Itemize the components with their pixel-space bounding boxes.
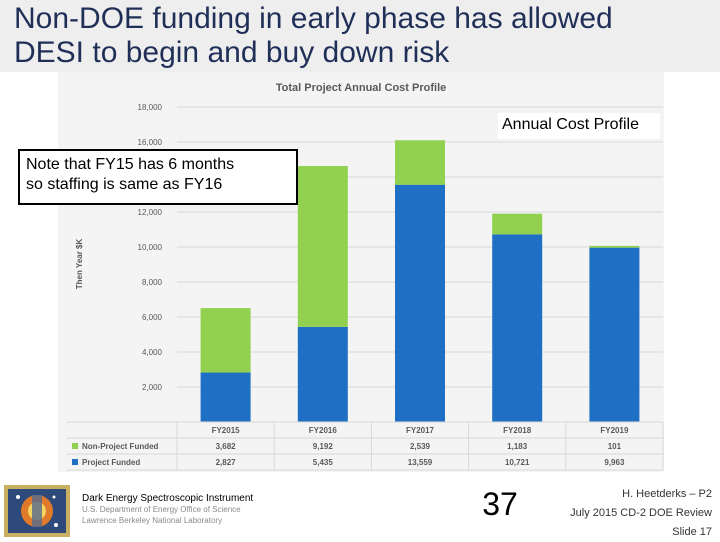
y-tick-label: 12,000 <box>138 208 163 217</box>
data-label: 3,682 <box>216 442 237 451</box>
desi-logo-icon <box>4 485 70 537</box>
y-tick-label: 4,000 <box>142 348 163 357</box>
org-name: Dark Energy Spectroscopic Instrument <box>82 493 254 504</box>
y-tick-label: 8,000 <box>142 278 163 287</box>
data-label: 2,539 <box>410 442 431 451</box>
bar-fy2018-project <box>492 234 543 422</box>
bar-fy2017-non-project <box>395 140 445 185</box>
data-label: 10,721 <box>505 458 530 467</box>
data-label: 1,183 <box>507 442 528 451</box>
fy15-note-callout: Note that FY15 has 6 months so staffing … <box>18 149 298 205</box>
bar-fy2016-non-project <box>297 166 348 327</box>
data-label: 9,963 <box>604 458 625 467</box>
bar-fy2019-project <box>589 247 640 422</box>
note-line-1: Note that FY15 has 6 months <box>26 156 235 173</box>
chart-title: Total Project Annual Cost Profile <box>276 82 447 94</box>
annual-cost-profile-label: Annual Cost Profile <box>498 113 660 139</box>
x-tick-label: FY2018 <box>503 426 532 435</box>
bar-fy2018-non-project <box>492 213 543 235</box>
x-tick-label: FY2016 <box>309 426 338 435</box>
data-label: 9,192 <box>313 442 334 451</box>
org-lbnl: Lawrence Berkeley National Laboratory <box>82 516 223 525</box>
slide-title-line-2: DESI to begin and buy down risk <box>14 36 450 69</box>
title-bar: Non-DOE funding in early phase has allow… <box>0 0 720 72</box>
x-tick-label: FY2015 <box>212 426 241 435</box>
y-tick-label: 18,000 <box>138 103 163 112</box>
org-doe: U.S. Department of Energy Office of Scie… <box>82 505 241 514</box>
slide-title: Non-DOE funding in early phase has allow… <box>14 2 714 70</box>
review-name: July 2015 CD-2 DOE Review <box>570 507 712 519</box>
slide-label: Slide 17 <box>672 526 712 538</box>
legend-entry-project: Project Funded <box>82 458 140 467</box>
legend-swatch-project <box>72 459 78 465</box>
x-tick-label: FY2017 <box>406 426 435 435</box>
data-label: 2,827 <box>216 458 237 467</box>
slide-number: 37 <box>482 486 518 522</box>
bar-fy2016-project <box>297 326 348 422</box>
slide-footer <box>0 480 720 540</box>
data-label: 13,559 <box>408 458 433 467</box>
bar-fy2017-project <box>395 184 445 422</box>
bar-fy2015-non-project <box>200 308 251 373</box>
presentation-meta: H. Heetderks – P2 July 2015 CD-2 DOE Rev… <box>570 485 712 542</box>
cost-profile-chart: Total Project Annual Cost Profile Then Ye… <box>66 82 664 471</box>
slide-title-line-1: Non-DOE funding in early phase has allow… <box>14 2 613 35</box>
organization-block: Dark Energy Spectroscopic Instrument U.S… <box>82 493 253 526</box>
data-label: 101 <box>608 442 622 451</box>
legend-swatch-non-project <box>72 443 78 449</box>
y-tick-label: 16,000 <box>138 138 163 147</box>
y-tick-label: 6,000 <box>142 313 163 322</box>
bar-fy2015-project <box>200 372 251 422</box>
x-tick-label: FY2019 <box>600 426 629 435</box>
note-line-2: so staffing is same as FY16 <box>26 176 223 193</box>
author: H. Heetderks – P2 <box>622 488 712 500</box>
y-tick-label: 2,000 <box>142 383 163 392</box>
y-axis-label: Then Year $K <box>75 239 84 290</box>
y-tick-label: 10,000 <box>138 243 163 252</box>
bar-fy2019-non-project <box>589 245 640 248</box>
data-label: 5,435 <box>313 458 334 467</box>
legend-entry-non-project: Non-Project Funded <box>82 442 159 451</box>
